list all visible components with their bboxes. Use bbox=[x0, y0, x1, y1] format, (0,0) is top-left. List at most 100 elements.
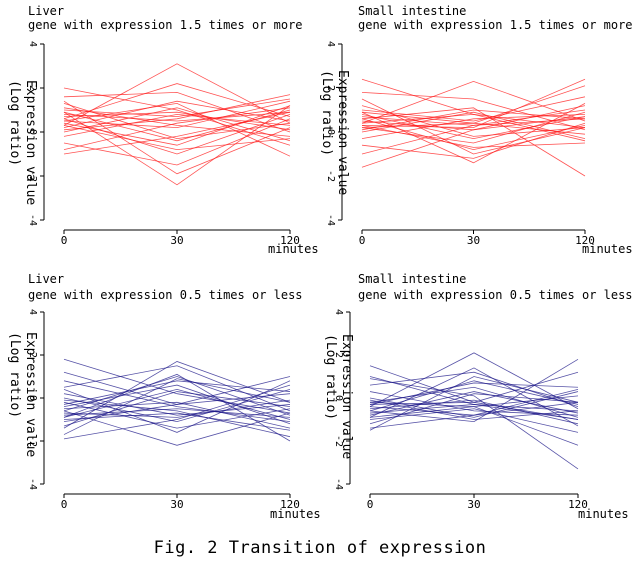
series-line-g1 bbox=[369, 391, 579, 416]
chart-panel-small-intestine-up: Small intestine gene with expression 1.5… bbox=[319, 0, 640, 270]
series-line-g15 bbox=[369, 408, 579, 433]
series-line-g12 bbox=[63, 118, 291, 166]
series-line-g24 bbox=[361, 78, 586, 129]
series-line-g10 bbox=[369, 391, 579, 418]
series-line-g4 bbox=[63, 107, 291, 137]
series-line-g21 bbox=[369, 378, 579, 470]
series-line-g22 bbox=[361, 107, 586, 177]
y-tick-label: -2 bbox=[27, 435, 38, 447]
series-line-g12 bbox=[369, 371, 579, 407]
y-tick-label: -4 bbox=[333, 478, 344, 490]
x-axis-label: minutes bbox=[270, 507, 321, 521]
series-line-g12 bbox=[361, 122, 586, 159]
y-tick-label: -4 bbox=[27, 478, 38, 490]
series-line-g13 bbox=[361, 92, 586, 131]
x-axis-label: minutes bbox=[582, 242, 633, 256]
y-tick-label: 0 bbox=[27, 129, 38, 135]
series-line-g22 bbox=[369, 358, 579, 423]
series-line-g16 bbox=[361, 109, 586, 155]
series-line-g21 bbox=[361, 116, 586, 168]
y-tick-label: 2 bbox=[27, 85, 38, 91]
y-tick-label: -2 bbox=[27, 170, 38, 182]
series-line-g6 bbox=[63, 114, 291, 155]
series-line-g15 bbox=[361, 96, 586, 122]
series-line-g1 bbox=[63, 388, 291, 420]
x-tick-label: 30 bbox=[467, 498, 480, 511]
series-line-g11 bbox=[63, 408, 291, 418]
series-line-g15 bbox=[63, 412, 291, 431]
y-tick-label: 4 bbox=[325, 41, 336, 47]
y-tick-label: 0 bbox=[27, 395, 38, 401]
series-line-g5 bbox=[63, 401, 291, 429]
x-axis-label: minutes bbox=[268, 242, 319, 256]
y-tick-label: -2 bbox=[333, 435, 344, 447]
series-line-g14 bbox=[361, 125, 586, 148]
x-tick-label: 30 bbox=[467, 234, 480, 247]
series-line-g16 bbox=[369, 376, 579, 420]
series-line-g21 bbox=[63, 63, 291, 126]
x-tick-label: 0 bbox=[359, 234, 366, 247]
series-line-g9 bbox=[361, 105, 586, 137]
series-line-g17 bbox=[361, 80, 586, 124]
series-line-g10 bbox=[361, 111, 586, 139]
x-tick-label: 0 bbox=[61, 498, 68, 511]
panel-subtitle: gene with expression 1.5 times or more bbox=[28, 18, 303, 32]
series-line-g11 bbox=[63, 111, 291, 122]
x-tick-label: 120 bbox=[568, 498, 588, 511]
series-line-g23 bbox=[369, 367, 579, 427]
series-line-g20 bbox=[361, 78, 586, 142]
y-tick-label: 4 bbox=[333, 309, 344, 315]
panel-subtitle: gene with expression 0.5 times or less bbox=[28, 288, 303, 302]
series-line-g8 bbox=[369, 399, 579, 425]
series-line-g18 bbox=[63, 361, 291, 429]
series-line-g14 bbox=[63, 125, 291, 151]
series-line-g23 bbox=[63, 380, 291, 433]
chart-svg: -4 -2 0 2 4 0 30 120 bbox=[27, 309, 300, 511]
panel-title: Liver bbox=[28, 4, 65, 18]
y-tick-label: 0 bbox=[333, 395, 344, 401]
series-line-g12 bbox=[63, 365, 291, 412]
series-line-g17 bbox=[63, 410, 291, 446]
series-line-g1 bbox=[361, 114, 586, 140]
x-tick-label: 120 bbox=[280, 498, 300, 511]
x-axis-label: minutes bbox=[578, 507, 629, 521]
chart-svg: -4 -2 0 2 4 0 30 120 bbox=[27, 41, 300, 247]
series-line-g13 bbox=[369, 365, 579, 420]
series-line-g17 bbox=[369, 352, 579, 410]
chart-panel-small-intestine-down: Small intestine gene with expression 0.5… bbox=[320, 268, 640, 538]
x-tick-label: 30 bbox=[170, 498, 183, 511]
y-tick-label: 2 bbox=[325, 85, 336, 91]
series-line-g9 bbox=[63, 391, 291, 427]
y-tick-label: -4 bbox=[325, 214, 336, 226]
series-line-g19 bbox=[63, 94, 291, 131]
chart-panel-liver-up: Liver gene with expression 1.5 times or … bbox=[0, 0, 320, 270]
series-line-g15 bbox=[63, 98, 291, 118]
figure-caption: Fig. 2 Transition of expression bbox=[153, 538, 487, 558]
y-tick-label: -2 bbox=[325, 170, 336, 182]
series-line-g6 bbox=[63, 376, 291, 416]
series-line-g21 bbox=[63, 371, 291, 405]
series-line-g7 bbox=[63, 113, 291, 137]
series-line-g17 bbox=[63, 83, 291, 120]
panel-subtitle: gene with expression 1.5 times or more bbox=[358, 18, 633, 32]
series-line-g23 bbox=[63, 102, 291, 157]
series-line-g18 bbox=[361, 98, 586, 155]
chart-svg: -4 -2 0 2 4 0 30 120 bbox=[333, 309, 588, 511]
series-line-g13 bbox=[63, 358, 291, 414]
y-tick-label: 2 bbox=[333, 352, 344, 358]
series-line-g16 bbox=[63, 380, 291, 423]
series-line-g20 bbox=[369, 389, 579, 429]
series-line-g14 bbox=[369, 382, 579, 405]
panel-subtitle: gene with expression 0.5 times or less bbox=[358, 288, 633, 302]
series-line-g7 bbox=[361, 114, 586, 139]
y-tick-label: 4 bbox=[27, 41, 38, 47]
chart-svg: -4 -2 0 2 4 0 30 120 bbox=[325, 41, 595, 247]
series-line-g24 bbox=[369, 371, 579, 405]
x-tick-label: 120 bbox=[575, 234, 595, 247]
series-line-g20 bbox=[63, 87, 291, 146]
series-line-g16 bbox=[63, 107, 291, 150]
series-line-g22 bbox=[63, 378, 291, 435]
y-tick-label: 0 bbox=[325, 129, 336, 135]
series-line-g24 bbox=[63, 105, 291, 186]
